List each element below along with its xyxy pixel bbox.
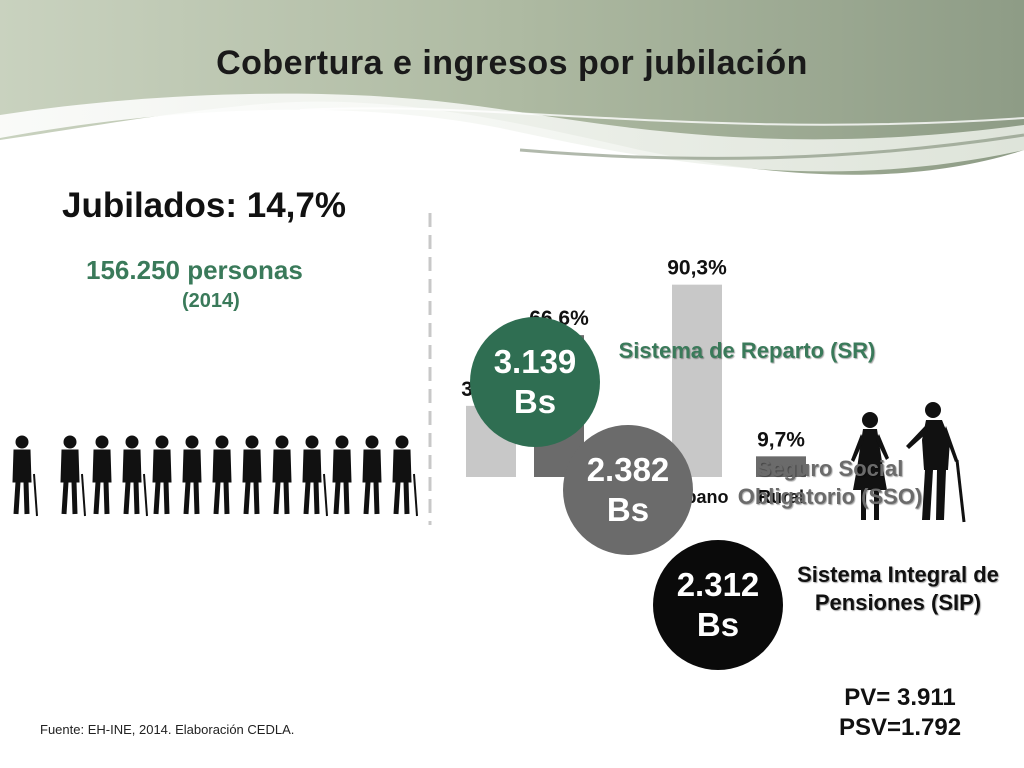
- crowd-person: [242, 435, 262, 515]
- slide-title: Cobertura e ingresos por jubilación: [216, 44, 808, 82]
- pension-note: PV= 3.911 PSV=1.792: [800, 683, 1000, 743]
- crowd-person: [272, 435, 292, 515]
- sso-amount-bubble: 2.382 Bs: [563, 425, 693, 555]
- category-label-4: Rural: [758, 487, 804, 507]
- psv-value: PSV=1.792: [838, 714, 962, 741]
- sr-amount-bubble: 3.139 Bs: [470, 317, 600, 447]
- crowd-person: [362, 435, 382, 515]
- crowd-person: [92, 435, 112, 515]
- elderly-crowd-icon: [12, 435, 418, 517]
- crowd-person: [60, 435, 86, 517]
- source-note: Fuente: EH-INE, 2014. Elaboración CEDLA.: [40, 722, 295, 737]
- sip-unit: Bs: [696, 606, 740, 643]
- bar-value-label-4: 9,7%: [757, 428, 805, 451]
- sip-amount: 2.312: [676, 566, 760, 603]
- elderly-man-with-cane-icon: [905, 402, 966, 523]
- sip-amount-bubble: 2.312 Bs: [653, 540, 783, 670]
- crowd-person: [152, 435, 172, 515]
- year-note: (2014): [182, 290, 240, 312]
- retirees-headline: Jubilados: 14,7%: [62, 186, 346, 225]
- crowd-person: [122, 435, 148, 517]
- sso-amount: 2.382: [586, 451, 670, 488]
- persons-count: 156.250 personas: [86, 255, 303, 285]
- bar-value-label-3: 90,3%: [667, 257, 727, 280]
- crowd-person: [12, 435, 38, 517]
- crowd-person: [392, 435, 418, 517]
- sr-unit: Bs: [513, 383, 557, 420]
- bar-3: [671, 284, 722, 477]
- sso-unit: Bs: [606, 491, 650, 528]
- crowd-person: [302, 435, 328, 517]
- elderly-woman-icon: [851, 412, 890, 520]
- sip-label: Sistema Integral de Pensiones (SIP): [797, 562, 999, 615]
- sr-amount: 3.139: [493, 343, 577, 380]
- crowd-person: [182, 435, 202, 515]
- sso-label: Seguro Social Obligatorio (SSO): [737, 456, 923, 509]
- pv-value: PV= 3.911: [844, 684, 956, 711]
- sr-label: Sistema de Reparto (SR): [618, 338, 876, 363]
- bar-4: [755, 456, 806, 477]
- crowd-person: [332, 435, 352, 515]
- crowd-person: [212, 435, 232, 515]
- header-background-waves: [0, 0, 1024, 210]
